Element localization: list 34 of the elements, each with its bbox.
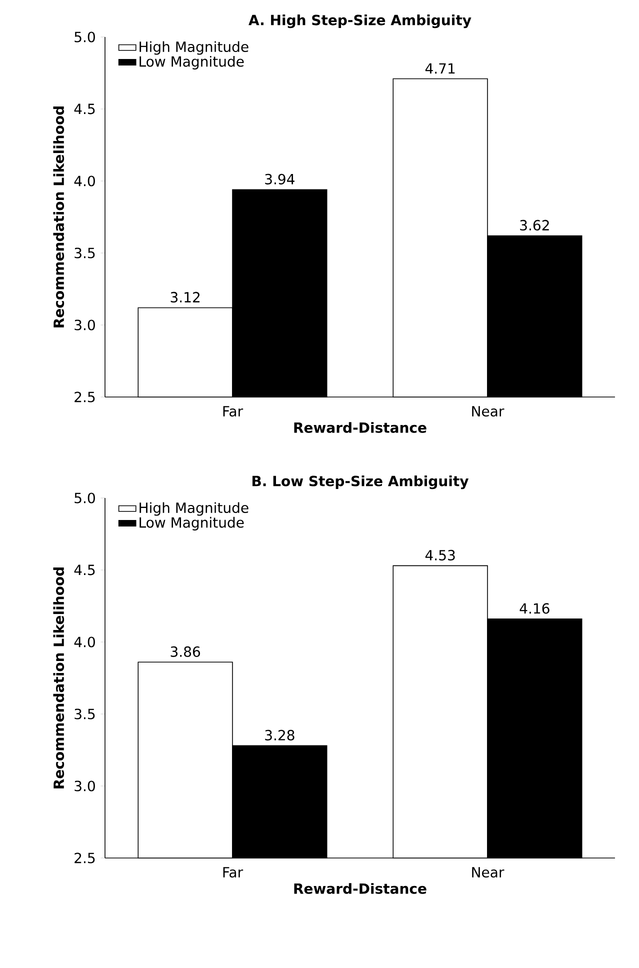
data-label: 3.62 [520, 220, 549, 231]
y-tick-label: 3.0 [74, 320, 95, 330]
y-tick-label: 3.5 [74, 248, 95, 258]
x-tick-label: Far [223, 406, 244, 417]
data-label: 3.86 [170, 646, 200, 657]
chart-title: A. High Step-Size Ambiguity [248, 14, 472, 28]
x-tick-label: Far [223, 867, 244, 878]
y-tick-label: 3.5 [74, 708, 95, 720]
chart-title: B. Low Step-Size Ambiguity [252, 475, 469, 490]
y-tick-label: 2.5 [74, 392, 95, 402]
data-label: 3.28 [265, 730, 294, 740]
x-axis-title: Reward-Distance [294, 883, 426, 894]
y-tick-label: 5.0 [74, 32, 95, 42]
data-label: 4.53 [425, 550, 455, 560]
y-tick-label: 4.0 [74, 176, 95, 186]
x-tick-label: Near [472, 867, 504, 878]
legend-label: High Magnitude [140, 502, 248, 516]
y-tick-label: 3.0 [74, 780, 95, 792]
legend-label: High Magnitude [140, 41, 248, 55]
data-label: 4.71 [425, 63, 455, 74]
y-tick-label: 4.5 [74, 564, 95, 576]
x-tick-label: Near [472, 406, 504, 417]
y-axis-title: Recommendation Likelihood [53, 106, 64, 328]
y-tick-label: 4.0 [74, 636, 95, 648]
y-axis-title: Recommendation Likelihood [53, 568, 64, 788]
data-label: 4.16 [520, 603, 550, 614]
y-tick-label: 4.5 [74, 104, 95, 114]
data-label: 3.94 [265, 174, 294, 184]
legend-label: Low Magnitude [140, 56, 244, 70]
data-label: 3.12 [170, 292, 200, 303]
y-tick-label: 2.5 [74, 852, 95, 864]
legend-label: Low Magnitude [140, 516, 244, 530]
x-axis-title: Reward-Distance [294, 422, 426, 433]
y-tick-label: 5.0 [74, 492, 95, 504]
